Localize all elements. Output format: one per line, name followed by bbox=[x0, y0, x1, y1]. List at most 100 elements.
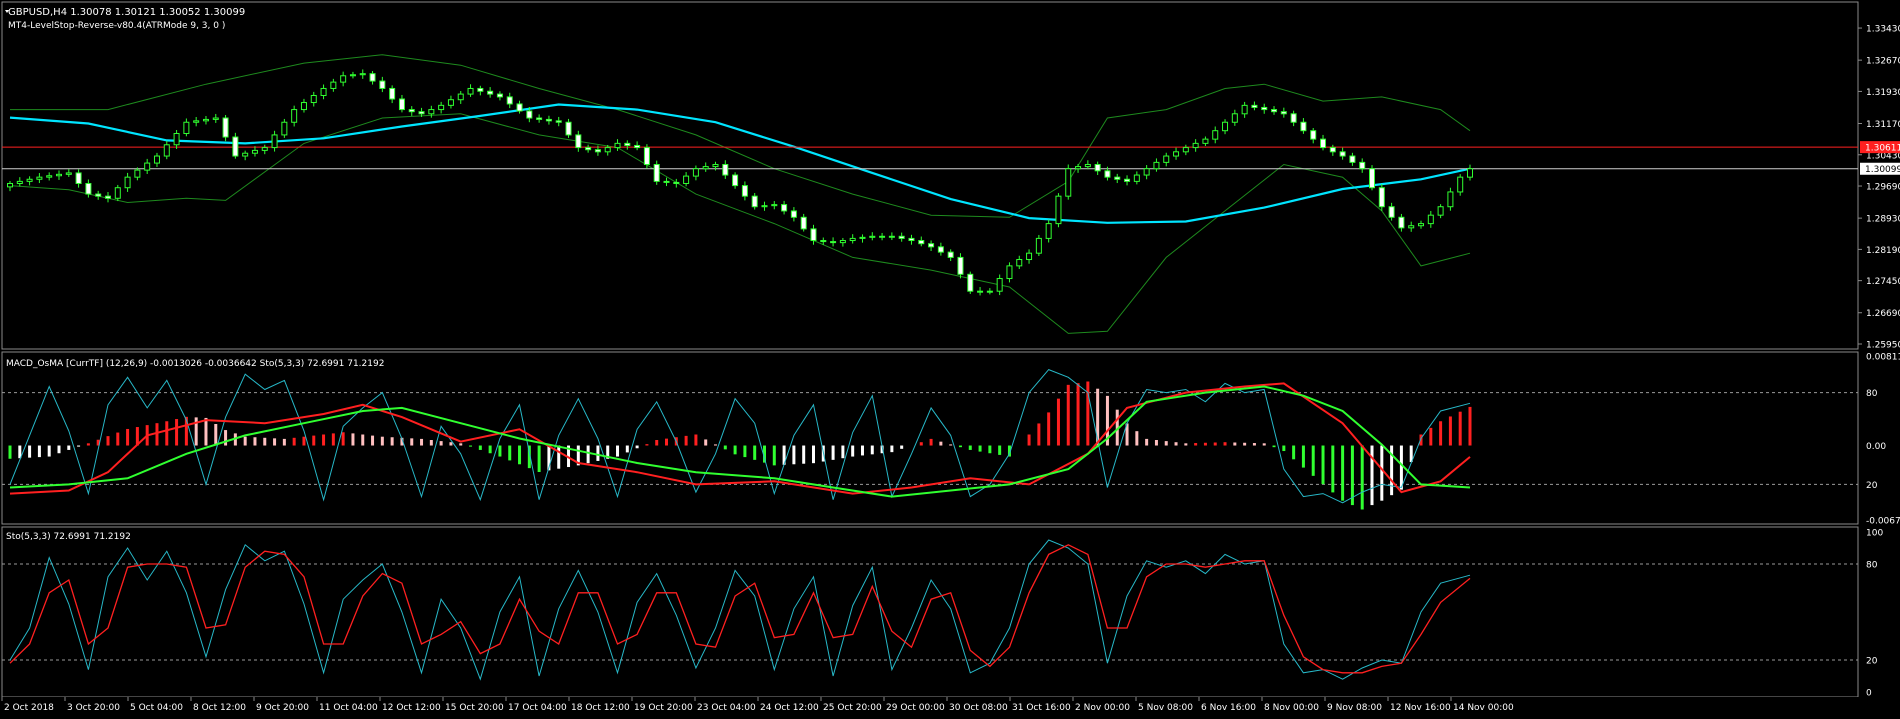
candle-body bbox=[888, 235, 895, 238]
candle-body bbox=[349, 74, 356, 77]
candle-body bbox=[1124, 178, 1131, 182]
macd-panel[interactable]: MACD_OsMA [CurrTF] (12,26,9) -0.0013026 … bbox=[1, 351, 1900, 527]
price-tick-label: 1.26690 bbox=[1866, 309, 1900, 319]
candle-body bbox=[418, 111, 425, 115]
candle-body bbox=[232, 136, 239, 157]
x-tick-label: 5 Nov 08:00 bbox=[1138, 703, 1193, 713]
candle-body bbox=[65, 172, 72, 175]
candle-body bbox=[781, 204, 788, 212]
candle-body bbox=[496, 93, 503, 98]
x-tick-label: 8 Nov 00:00 bbox=[1264, 703, 1319, 713]
price-tick-label: 1.25950 bbox=[1866, 341, 1900, 351]
candle-body bbox=[291, 109, 298, 123]
stoch-tick-label: 20 bbox=[1866, 657, 1878, 667]
price-tick-label: 1.31170 bbox=[1866, 120, 1900, 130]
candle-body bbox=[692, 168, 699, 177]
macd-tick-label: -0.006751 bbox=[1866, 517, 1900, 527]
candle-body bbox=[1065, 168, 1072, 197]
candle-body bbox=[1418, 223, 1425, 227]
collapse-triangle-icon[interactable] bbox=[5, 10, 9, 13]
price-panel[interactable]: GBPUSD,H4 1.30078 1.30121 1.30052 1.3009… bbox=[1, 1, 1900, 351]
candle-body bbox=[1114, 176, 1121, 180]
candle-body bbox=[26, 178, 33, 182]
candle-body bbox=[46, 175, 53, 178]
candle-body bbox=[830, 241, 837, 244]
candle-body bbox=[898, 235, 905, 239]
candle-body bbox=[624, 142, 631, 146]
candle-body bbox=[771, 204, 778, 207]
candle-body bbox=[222, 117, 229, 138]
candle-body bbox=[653, 163, 660, 182]
candle-body bbox=[163, 144, 170, 157]
price-tick-label: 1.27450 bbox=[1866, 277, 1900, 287]
candle-body bbox=[702, 166, 709, 170]
stoch-tick-label: 0 bbox=[1866, 689, 1872, 699]
candle-body bbox=[918, 240, 925, 245]
candle-body bbox=[1427, 214, 1434, 225]
current-price-tag bbox=[1860, 162, 1900, 175]
candle-body bbox=[1457, 176, 1464, 193]
candle-body bbox=[1437, 206, 1444, 216]
x-axis-labels: 2 Oct 2018 3 Oct 20:00 5 Oct 04:00 8 Oct 12… bbox=[1, 697, 1514, 713]
candle-body bbox=[202, 118, 209, 122]
candle-body bbox=[1222, 121, 1229, 132]
candle-body bbox=[124, 176, 131, 189]
candle-body bbox=[761, 205, 768, 208]
candle-body bbox=[1026, 252, 1033, 261]
candle-body bbox=[722, 163, 729, 176]
candle-body bbox=[526, 110, 533, 119]
candle-body bbox=[683, 175, 690, 184]
candle-body bbox=[741, 185, 748, 197]
candle-body bbox=[555, 120, 562, 123]
price-tick-label: 1.28930 bbox=[1866, 215, 1900, 225]
candle-body bbox=[1192, 142, 1199, 149]
x-tick-label: 12 Oct 12:00 bbox=[382, 703, 441, 713]
candle-body bbox=[1045, 223, 1052, 239]
macd-tick-label: 0.00 bbox=[1866, 442, 1886, 452]
candle-body bbox=[1290, 113, 1297, 123]
candle-body bbox=[359, 73, 366, 76]
price-tick-label: 1.31930 bbox=[1866, 88, 1900, 98]
price-tick-label: 1.30430 bbox=[1866, 151, 1900, 161]
candle-body bbox=[1388, 206, 1395, 218]
candle-body bbox=[1408, 225, 1415, 229]
candle-body bbox=[1241, 104, 1248, 115]
candle-body bbox=[594, 149, 601, 153]
price-tick-label: 1.29690 bbox=[1866, 183, 1900, 193]
candle-body bbox=[820, 240, 827, 243]
x-tick-label: 8 Oct 12:00 bbox=[193, 703, 246, 713]
candle-body bbox=[1320, 138, 1327, 149]
candle-body bbox=[1349, 155, 1356, 163]
candle-body bbox=[1467, 168, 1473, 178]
stoch-panel[interactable]: Sto(5,3,3) 72.6991 71.2192 100 80 20 0 bbox=[1, 526, 1883, 699]
macd-tick-label: 20 bbox=[1866, 481, 1878, 491]
macd-tick-label: 80 bbox=[1866, 389, 1878, 399]
candle-body bbox=[839, 240, 846, 244]
macd-tick-label: 0.008114 bbox=[1866, 353, 1900, 363]
candle-body bbox=[536, 117, 543, 120]
candle-body bbox=[634, 144, 641, 149]
candle-body bbox=[1447, 191, 1454, 208]
candle-body bbox=[996, 278, 1003, 292]
candle-body bbox=[320, 87, 327, 96]
candle-body bbox=[75, 172, 82, 184]
candle-body bbox=[300, 102, 307, 111]
candle-body bbox=[732, 174, 739, 187]
candle-body bbox=[261, 147, 268, 151]
candle-body bbox=[281, 121, 288, 136]
candle-body bbox=[55, 173, 62, 177]
x-tick-label: 31 Oct 16:00 bbox=[1012, 703, 1071, 713]
candle-body bbox=[447, 99, 454, 106]
price-lines bbox=[2, 146, 1858, 170]
chart-title: GBPUSD,H4 1.30078 1.30121 1.30052 1.3009… bbox=[8, 7, 245, 18]
candle-body bbox=[114, 187, 121, 199]
stoch-axis-labels: 100 80 20 0 bbox=[1866, 529, 1883, 699]
price-tag-label: 1.30099 bbox=[1865, 165, 1900, 175]
candle-body bbox=[16, 180, 23, 184]
candle-body bbox=[604, 147, 611, 153]
candle-body bbox=[928, 243, 935, 248]
candle-body bbox=[36, 176, 43, 180]
price-axis-labels: 1.33430 1.32670 1.31930 1.31170 1.30430 1.296… bbox=[1858, 25, 1900, 351]
x-tick-label: 11 Oct 04:00 bbox=[319, 703, 378, 713]
